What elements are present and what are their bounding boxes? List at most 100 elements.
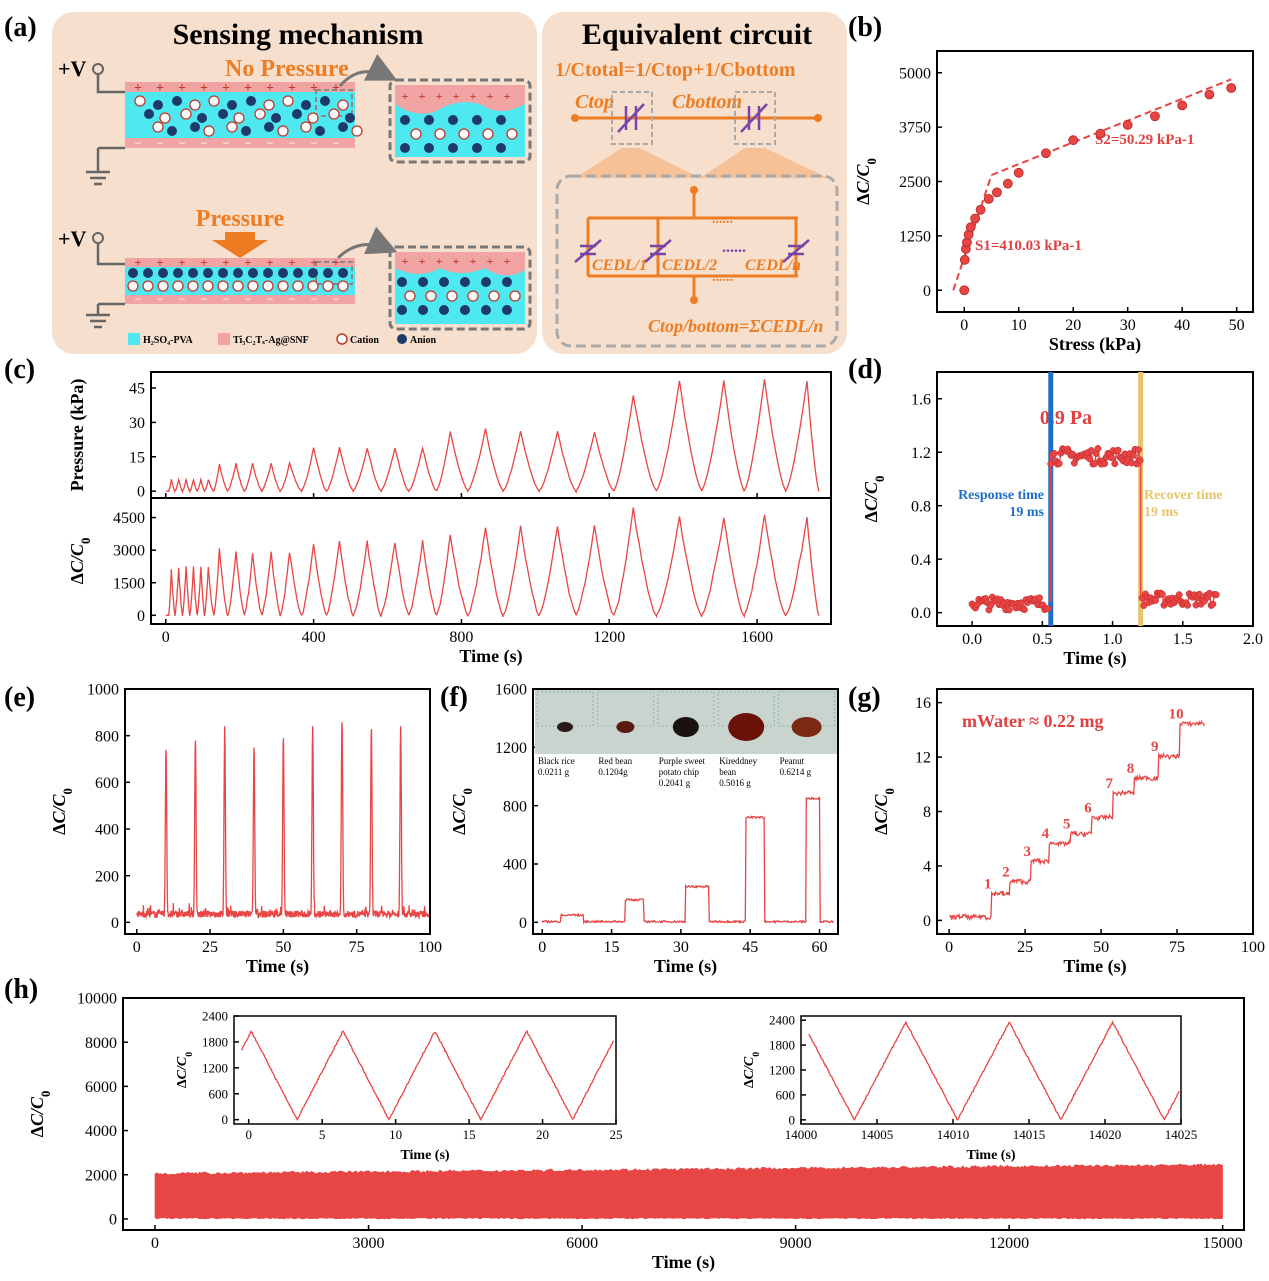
chart-f-objects: 0 15 30 45 60 0 400 800 1200 1600 Time (s) ΔC/C0 Bla…	[449, 682, 839, 977]
e-ytick-label: 800	[95, 728, 119, 745]
anion-icon	[167, 126, 177, 136]
f-item-label: 0.0211 g	[538, 767, 570, 777]
b-point	[1002, 178, 1013, 189]
f-ytick-label: 1200	[495, 740, 527, 757]
cation-icon	[142, 280, 154, 292]
e-xtick-label: 100	[418, 939, 442, 956]
f-item-label: Peanut	[780, 756, 805, 766]
h-inset-1-ytick-label: 1800	[769, 1038, 795, 1053]
g-xtick-label: 50	[1093, 939, 1109, 956]
h-inset-0-ylabel: ΔC/C0	[175, 1052, 195, 1088]
c-edln-label: CEDL/n	[745, 257, 801, 274]
h-inset-1-xtick-label: 14010	[937, 1127, 970, 1142]
h-inset-0-xtick-label: 0	[245, 1127, 252, 1142]
b-point	[975, 204, 986, 215]
minus-sign: −	[289, 136, 296, 150]
c-bottom-ytick-label: 1500	[113, 575, 145, 592]
panel-label-h: (h)	[4, 974, 38, 1005]
c-pressure-series	[165, 379, 820, 495]
cation-icon	[509, 290, 521, 302]
h-inset-1-ytick-label: 2400	[769, 1013, 795, 1028]
g-ylabel: ΔC/C0	[871, 788, 897, 835]
anion-icon	[424, 115, 434, 125]
cation-icon	[203, 125, 215, 137]
h-inset-1-xtick-label: 14020	[1089, 1127, 1122, 1142]
anion-icon	[502, 277, 512, 287]
f-item-label: 0.5016 g	[719, 778, 751, 788]
c-bottom-ylabel: ΔC/C0	[67, 538, 93, 585]
cation-icon	[488, 290, 500, 302]
d-ytick-label: 1.2	[911, 445, 931, 462]
cation-icon	[202, 280, 214, 292]
anion-icon	[418, 305, 428, 315]
anion-icon	[397, 305, 407, 315]
b-xtick-label: 0	[960, 317, 968, 334]
cation-icon	[233, 112, 245, 124]
anion-icon	[278, 268, 288, 278]
anion-icon	[338, 122, 348, 132]
legend-anion: Anion	[410, 335, 437, 346]
anion-icon	[293, 268, 303, 278]
h-inset-series-0	[241, 1029, 615, 1122]
plus-sign: +	[156, 81, 164, 96]
h-xtick-label: 12000	[989, 1235, 1029, 1252]
f-ytick-label: 1600	[495, 682, 527, 699]
f-object-4	[791, 717, 822, 737]
anion-icon	[308, 268, 318, 278]
h-inset-1-xtick-label: 14000	[785, 1127, 818, 1142]
h-inset-0-ytick-label: 600	[209, 1086, 229, 1101]
f-item-label: potato chip	[659, 767, 700, 777]
legend-electrode: Ti₃C₂Tₓ-Ag@SNF	[233, 335, 309, 346]
f-item-label: Kireddney	[719, 756, 757, 766]
pressure-label: Pressure	[196, 206, 285, 232]
cation-icon	[467, 290, 479, 302]
anion-icon	[315, 126, 325, 136]
c-capacitance-series	[165, 507, 820, 619]
anion-icon	[227, 100, 237, 110]
h-inset-0-xtick-label: 10	[389, 1127, 402, 1142]
b-point	[1204, 89, 1215, 100]
cation-icon	[300, 121, 312, 133]
b-point	[1177, 100, 1188, 111]
f-ytick-label: 400	[503, 857, 527, 874]
h-inset-0-xtick-label: 20	[536, 1127, 549, 1142]
cation-icon	[307, 280, 319, 292]
no-pressure-label: No Pressure	[225, 56, 349, 82]
cation-icon	[292, 280, 304, 292]
cation-icon	[208, 95, 220, 107]
g-step-label: 7	[1105, 776, 1113, 792]
g-xtick-label: 0	[945, 939, 953, 956]
cation-icon	[262, 280, 274, 292]
c-edl1-label: CEDL/1	[592, 257, 647, 274]
s1-annotation: S1=410.03 kPa-1	[975, 238, 1082, 254]
plus-sign: +	[310, 255, 317, 270]
h-ytick-label: 10000	[77, 991, 117, 1008]
c-bottom-xtick-label: 1600	[741, 629, 773, 646]
zoom-view-1	[388, 78, 532, 164]
plus-sign: +	[178, 255, 185, 270]
b-point	[1041, 148, 1051, 159]
e-xtick-label: 25	[202, 939, 218, 956]
h-inset-0-frame	[233, 1015, 617, 1125]
anion-icon	[271, 113, 281, 123]
plus-sign: +	[436, 254, 443, 268]
anion-icon	[128, 268, 138, 278]
c-top-ytick-label: 30	[129, 415, 145, 432]
response-time-label: Response time	[958, 488, 1044, 503]
cation-icon	[410, 128, 422, 140]
anion-icon	[172, 96, 182, 106]
h-xtick-label: 3000	[353, 1235, 385, 1252]
d-xtick-label: 0.5	[1032, 631, 1052, 648]
zoom-arrow-1	[338, 53, 398, 87]
h-inset-0-xtick-label: 15	[463, 1127, 476, 1142]
d-ytick-label: 0.0	[911, 605, 931, 622]
h-inset-1-ytick-label: 600	[776, 1087, 796, 1102]
plus-sign: +	[134, 81, 142, 96]
e-ytick-label: 200	[95, 868, 119, 885]
g-step-label: 4	[1042, 826, 1050, 842]
plus-sign: +	[178, 81, 186, 96]
plus-sign: +	[288, 255, 295, 270]
d-point	[1195, 590, 1203, 598]
panel-label-b: (b)	[848, 12, 882, 43]
h-envelope	[154, 1163, 1223, 1220]
